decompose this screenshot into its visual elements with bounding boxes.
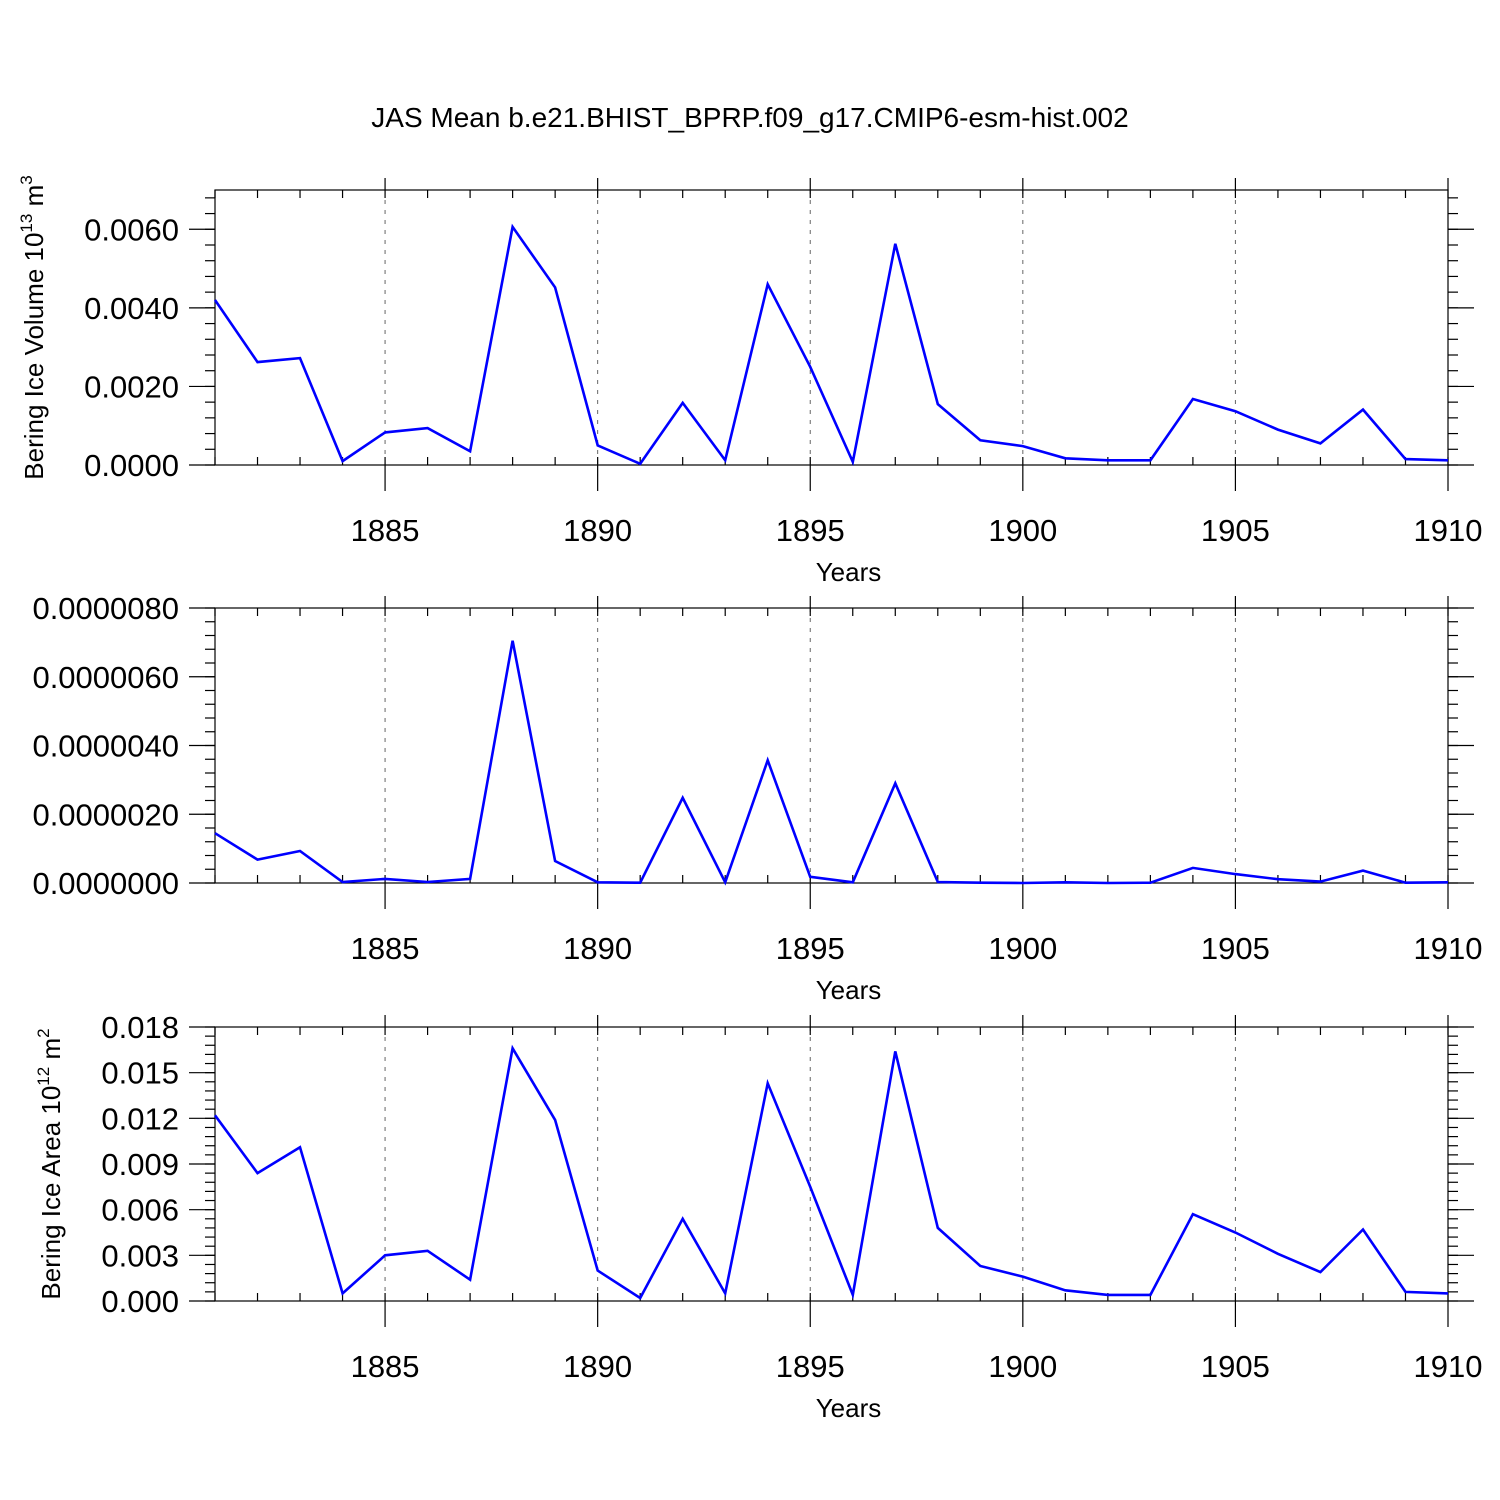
- x-tick-label: 1905: [1201, 931, 1270, 966]
- y-tick-label: 0.003: [101, 1238, 179, 1273]
- x-tick-label: 1905: [1201, 513, 1270, 548]
- y-tick-label: 0.0000060: [32, 660, 179, 695]
- x-tick-label: 1885: [351, 1349, 420, 1384]
- chart-title: JAS Mean b.e21.BHIST_BPRP.f09_g17.CMIP6-…: [371, 102, 1128, 133]
- x-axis-title: Years: [816, 557, 882, 587]
- plot-frame: [214, 189, 1449, 466]
- plot-frame: [214, 607, 1449, 884]
- y-tick-label: 0.000: [101, 1284, 179, 1319]
- y-axis-title-superscript: 12: [34, 1067, 53, 1086]
- y-tick-label: 0.018: [101, 1010, 179, 1045]
- y-axis-title-text: m: [36, 1038, 66, 1067]
- y-tick-label: 0.0000040: [32, 729, 179, 764]
- y-tick-label: 0.015: [101, 1056, 179, 1091]
- y-axis-title-superscript: 2: [34, 1028, 53, 1037]
- y-axis-title-text: Bering Ice Area 10: [36, 1086, 66, 1300]
- y-axis-title: Bering Ice Area 1012 m2: [34, 1028, 66, 1299]
- x-tick-label: 1900: [988, 931, 1057, 966]
- x-tick-label: 1885: [351, 513, 420, 548]
- x-tick-label: 1910: [1414, 931, 1483, 966]
- y-tick-label: 0.0060: [84, 212, 179, 247]
- y-tick-label: 0.0020: [84, 369, 179, 404]
- chart-panel-2: 1885 1890 1895 1900 1905 1910 0.0000000 0.00000…: [32, 591, 1482, 1005]
- x-tick-label: 1900: [988, 513, 1057, 548]
- x-tick-label: 1895: [776, 513, 845, 548]
- y-tick-label: 0.0000020: [32, 797, 179, 832]
- series-line-1: [213, 223, 1449, 467]
- x-tick-label: 1895: [776, 931, 845, 966]
- series-line-2: [214, 640, 1449, 886]
- y-axis-title-superscript: 13: [17, 214, 36, 233]
- x-axis-title: Years: [816, 1393, 882, 1423]
- x-tick-label: 1910: [1414, 513, 1483, 548]
- x-tick-label: 1910: [1414, 1349, 1483, 1384]
- plot-frame: [214, 1026, 1449, 1302]
- y-axis-title: Bering Ice Volume 1013 m3: [17, 175, 49, 479]
- x-tick-label: 1885: [351, 931, 420, 966]
- x-tick-label: 1895: [776, 1349, 845, 1384]
- y-axis-title-superscript: 3: [17, 175, 36, 184]
- x-tick-label: 1900: [988, 1349, 1057, 1384]
- y-axis-title-text: Bering Ice Volume 10: [19, 233, 49, 480]
- y-tick-label: 0.012: [101, 1101, 179, 1136]
- y-tick-label: 0.0000080: [32, 591, 179, 626]
- chart-panel-3: 1885 1890 1895 1900 1905 1910 0.000 0.003 0.006 0…: [34, 1010, 1482, 1423]
- y-axis-title-text: m: [19, 185, 49, 214]
- chart-panel-1: 1885 1890 1895 1900 1905 1910 0.0000 0.0020 0.00…: [17, 175, 1482, 587]
- y-tick-label: 0.009: [101, 1147, 179, 1182]
- y-tick-label: 0.0040: [84, 291, 179, 326]
- series-line-3: [213, 1044, 1449, 1300]
- x-tick-label: 1905: [1201, 1349, 1270, 1384]
- x-tick-label: 1890: [563, 931, 632, 966]
- y-tick-label: 0.0000: [84, 448, 179, 483]
- x-axis-title: Years: [816, 975, 882, 1005]
- y-tick-label: 0.0000000: [32, 866, 179, 901]
- x-tick-label: 1890: [563, 1349, 632, 1384]
- y-tick-label: 0.006: [101, 1193, 179, 1228]
- x-tick-label: 1890: [563, 513, 632, 548]
